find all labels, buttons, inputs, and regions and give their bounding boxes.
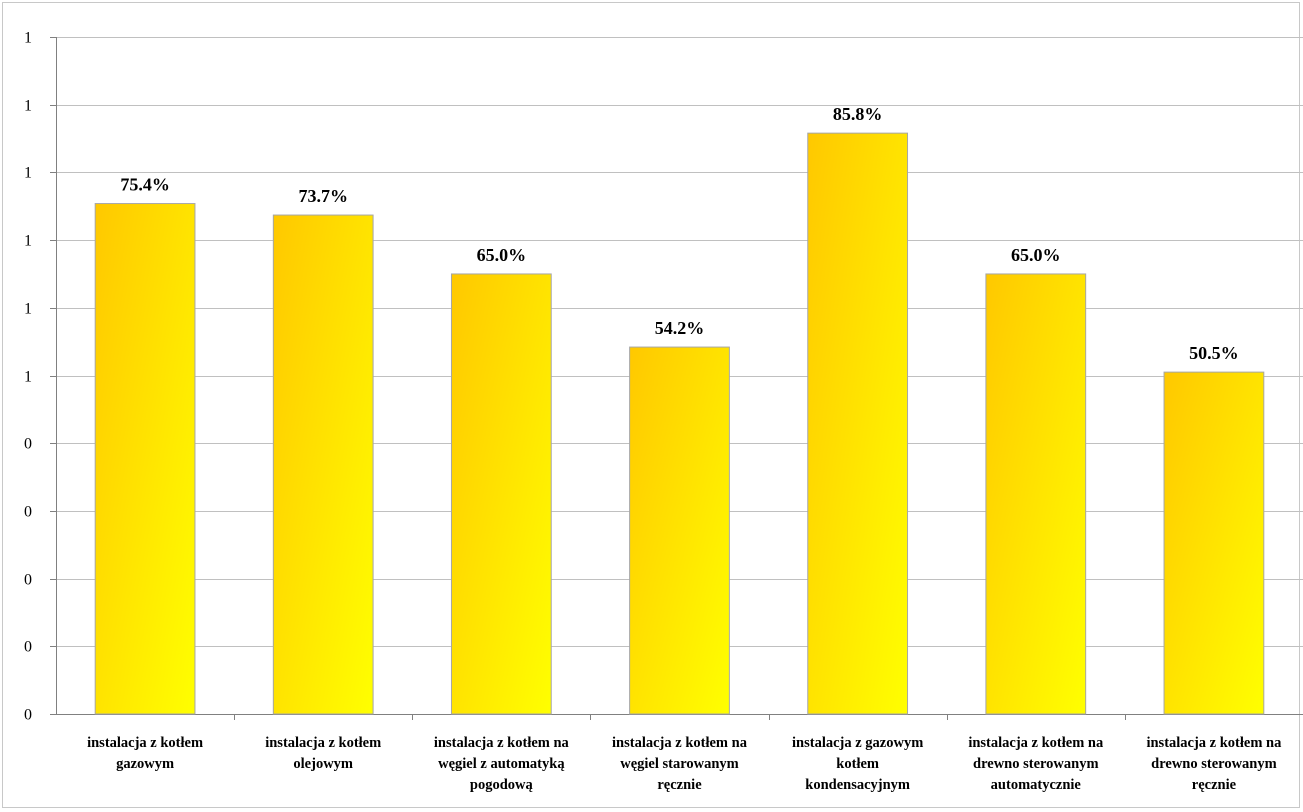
- x-category-label: węgiel starowanym: [620, 756, 739, 772]
- y-tick-label: 1: [24, 233, 32, 250]
- bar: [985, 273, 1087, 715]
- y-tick-label: 1: [24, 301, 32, 318]
- x-category-label: olejowym: [293, 756, 353, 772]
- y-tick-label: 1: [24, 98, 32, 115]
- bar: [807, 132, 909, 715]
- data-label: 65.0%: [1011, 245, 1061, 265]
- bars: [94, 132, 1265, 715]
- x-category-label: instalacja z gazowym: [792, 735, 923, 751]
- x-category-label: ręcznie: [657, 777, 702, 793]
- x-category-label: kondensacyjnym: [805, 777, 910, 793]
- y-tick-label: 1: [24, 369, 32, 386]
- data-label: 85.8%: [833, 104, 883, 124]
- x-category-label: kotłem: [836, 756, 879, 772]
- labels: 0 0 0 0 0 1 1 1 1 1 1 75.4% instalacja z kotłem gazow…: [24, 30, 1282, 794]
- y-tick-label: 0: [24, 707, 32, 724]
- bar: [272, 214, 374, 715]
- x-category-label: drewno sterowanym: [1151, 756, 1277, 772]
- y-tick-label: 0: [24, 639, 32, 656]
- bar: [1163, 371, 1265, 715]
- x-category-label: instalacja z kotłem na: [1146, 735, 1282, 751]
- bar: [94, 203, 196, 715]
- x-category-label: instalacja z kotłem: [265, 735, 381, 751]
- x-category-label: ręcznie: [1192, 777, 1237, 793]
- data-label: 50.5%: [1189, 343, 1239, 363]
- x-category-label: automatycznie: [991, 777, 1082, 793]
- x-category-label: drewno sterowanym: [973, 756, 1099, 772]
- data-label: 54.2%: [655, 318, 705, 338]
- x-category-label: instalacja z kotłem na: [434, 735, 570, 751]
- y-tick-label: 1: [24, 165, 32, 182]
- x-category-label: gazowym: [116, 756, 174, 772]
- bar: [450, 273, 552, 715]
- bar: [629, 346, 730, 715]
- x-category-label: instalacja z kotłem na: [612, 735, 748, 751]
- y-tick-label: 0: [24, 504, 32, 521]
- x-category-label: pogodową: [470, 777, 534, 793]
- data-label: 65.0%: [477, 245, 527, 265]
- x-category-label: instalacja z kotłem na: [968, 735, 1104, 751]
- y-tick-label: 1: [24, 30, 32, 47]
- data-label: 73.7%: [298, 186, 348, 206]
- x-category-label: instalacja z kotłem: [87, 735, 203, 751]
- y-tick-label: 0: [24, 572, 32, 589]
- data-label: 75.4%: [120, 175, 170, 195]
- y-tick-label: 0: [24, 436, 32, 453]
- x-category-label: węgiel z automatyką: [438, 756, 565, 772]
- gridlines: [56, 37, 1303, 647]
